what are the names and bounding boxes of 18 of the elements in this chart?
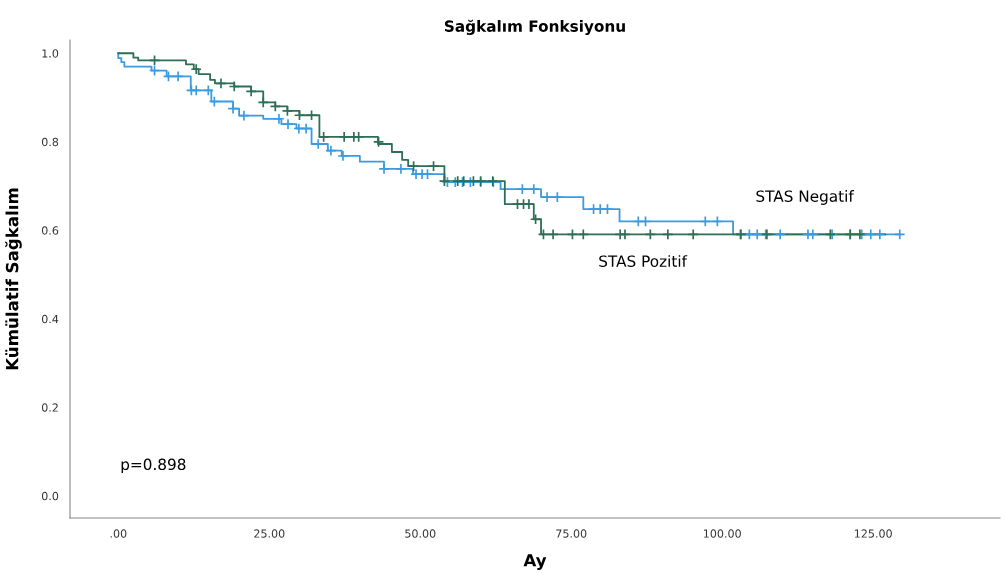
y-axis-title: Kümülatif Sağkalım [5,188,22,370]
series-label: STAS Pozitif [599,255,688,267]
annotation: p=0.898 [121,458,186,474]
x-tick-label: .00 [110,529,127,538]
series-label: STAS Negatif [756,190,855,205]
x-tick-label: 100.00 [703,529,741,538]
x-tick-label: 25.00 [254,529,285,538]
y-tick-label: 0.6 [41,226,59,235]
y-tick-label: 0.2 [41,403,58,412]
x-tick-label: 50.00 [405,529,436,538]
y-tick-label: 0.0 [41,491,59,501]
y-tick-label: 1.0 [42,49,59,58]
x-tick-label: 125.00 [854,529,892,538]
chart-title: Sağkalım Fonksiyonu [444,19,625,35]
y-tick-label: 0.8 [41,137,59,147]
x-tick-label: 75.00 [556,529,587,538]
x-axis-title: Ay [523,554,547,570]
y-tick-label: 0.4 [41,314,59,324]
